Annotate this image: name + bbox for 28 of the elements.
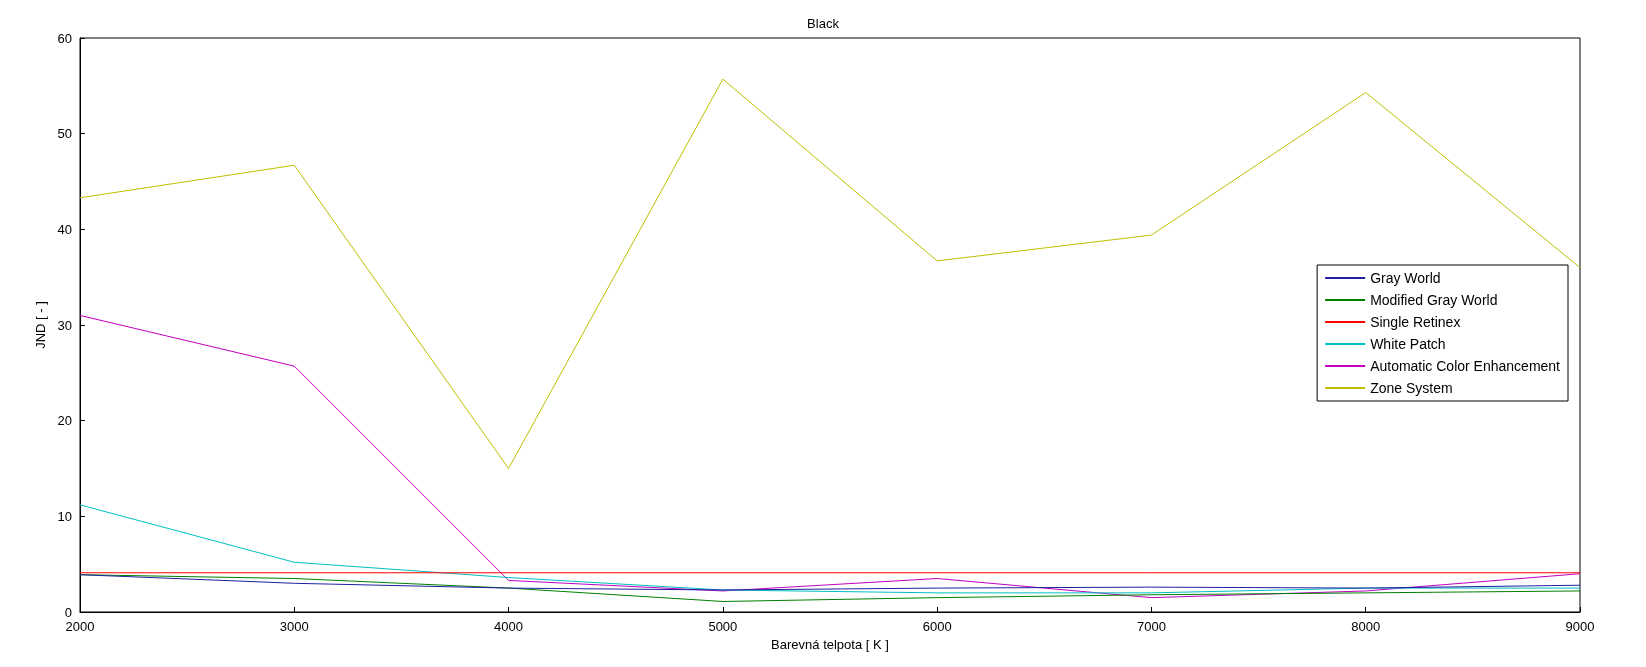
y-tick-label: 20 [57,413,72,429]
line-series [79,574,1581,591]
legend-label: Gray World [1370,270,1441,286]
legend-label: Automatic Color Enhancement [1370,358,1561,374]
line-series [79,314,1581,599]
x-tick-label: 7000 [1136,619,1166,634]
legend-label: Zone System [1370,380,1453,396]
x-axis-title: Barevná telpota [ K ] [771,636,889,652]
x-tick-label: 5000 [708,619,738,634]
x-tick-label: 6000 [922,619,952,634]
y-tick-label: 60 [57,30,72,46]
legend-label: Modified Gray World [1370,292,1498,308]
legend-label: Single Retinex [1370,314,1461,330]
y-tick-label: 10 [57,508,72,524]
line-series [79,504,1581,594]
x-tick-label: 4000 [494,619,524,634]
x-tick-label: 8000 [1351,619,1381,634]
y-tick-label: 0 [64,604,72,620]
x-tick-label: 3000 [279,619,309,634]
y-axis-title: JND [ - ] [32,301,48,349]
x-tick-label: 9000 [1565,619,1595,634]
legend-label: White Patch [1370,336,1446,352]
x-tick-label: 2000 [65,619,95,634]
y-tick-label: 40 [57,221,72,237]
y-tick-label: 30 [57,317,72,333]
line-series [79,78,1581,469]
y-tick-label: 50 [57,126,72,142]
chart-title: Black [807,16,840,31]
